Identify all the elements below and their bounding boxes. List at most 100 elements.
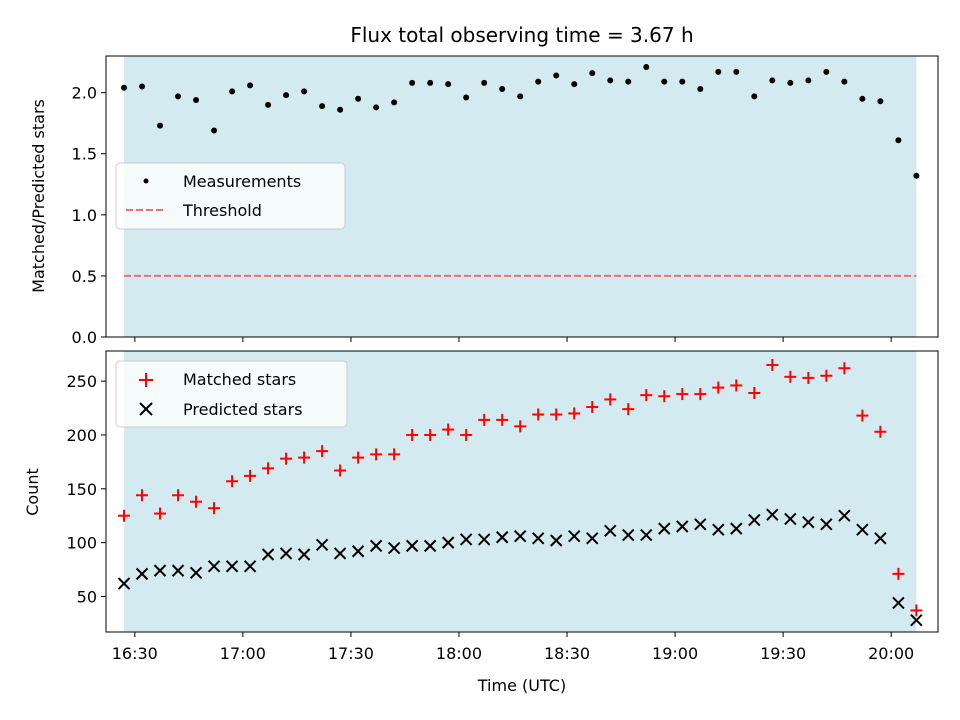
measurement-point — [625, 78, 632, 85]
measurement-point — [265, 101, 272, 108]
matched-stars-point — [388, 448, 401, 461]
y-tick-label: 2.0 — [72, 84, 97, 103]
measurement-point — [355, 95, 362, 102]
ratio-plot-frame — [105, 55, 939, 338]
legend-predicted-marker — [139, 402, 153, 416]
measurement-point — [247, 82, 254, 89]
matched-stars-point — [640, 389, 653, 402]
matched-stars-point — [838, 362, 851, 375]
measurement-point — [373, 104, 380, 111]
measurement-point — [769, 77, 776, 84]
measurement-point — [805, 77, 812, 84]
predicted-stars-point — [351, 545, 365, 558]
predicted-stars-point — [297, 548, 311, 561]
matched-stars-point — [262, 462, 275, 475]
measurement-point — [787, 79, 794, 86]
legend-measurements-label: Measurements — [183, 172, 301, 191]
legend-measurements-marker — [143, 178, 149, 184]
predicted-stars-point — [802, 515, 815, 529]
predicted-stars-point — [856, 523, 869, 536]
y-tick-label: 250 — [66, 372, 97, 391]
measurement-point — [481, 79, 488, 86]
matched-stars-point — [334, 464, 347, 477]
predicted-stars-point — [604, 524, 617, 538]
matched-stars-point — [514, 420, 527, 433]
predicted-stars-point — [207, 560, 221, 573]
measurement-point — [301, 88, 308, 95]
predicted-stars-point — [423, 539, 437, 553]
matched-stars-point — [226, 475, 239, 488]
predicted-stars-point — [712, 523, 725, 536]
matched-stars-point — [694, 388, 707, 401]
matched-stars-point — [748, 386, 761, 399]
predicted-stars-point — [477, 533, 491, 546]
predicted-stars-point — [694, 518, 707, 531]
matched-stars-point — [172, 489, 185, 502]
matched-stars-point — [424, 428, 437, 441]
x-tick-label: 16:30 — [112, 644, 158, 663]
predicted-stars-point — [658, 522, 671, 535]
matched-stars-point — [892, 567, 905, 580]
y-tick-label: 200 — [66, 426, 97, 445]
legend-threshold-label: Threshold — [182, 201, 262, 220]
matched-stars-point — [496, 413, 509, 426]
bottom-y-axis-label: Count — [23, 468, 42, 516]
matched-stars-point — [712, 381, 725, 394]
matched-stars-point — [910, 604, 923, 617]
measurement-point — [391, 99, 398, 106]
measurement-point — [409, 79, 416, 86]
measurement-point — [715, 68, 722, 75]
count-legend: Matched stars Predicted stars — [115, 360, 348, 428]
predicted-stars-point — [153, 564, 167, 577]
measurement-point — [571, 81, 578, 88]
measurement-point — [733, 68, 740, 75]
measurement-point — [157, 122, 164, 129]
y-tick-label: 0.5 — [72, 267, 97, 286]
matched-stars-point — [874, 425, 887, 438]
measurement-point — [175, 93, 182, 100]
measurement-point — [751, 93, 758, 100]
matched-stars-point — [280, 452, 293, 465]
measurement-point — [427, 79, 434, 86]
matched-stars-point — [550, 408, 563, 421]
predicted-stars-point — [171, 564, 185, 577]
top-y-axis-label: Matched/Predicted stars — [29, 99, 48, 293]
predicted-stars-point — [784, 512, 797, 526]
measurement-point — [859, 95, 866, 102]
matched-stars-point — [244, 469, 257, 482]
predicted-stars-point — [369, 539, 383, 553]
measurement-point — [643, 63, 650, 70]
matched-stars-point — [478, 413, 491, 426]
measurement-point — [913, 172, 920, 179]
count-panel: 50 100 150 200 250 16:30 17:00 17:30 18:00 18:30 1… — [66, 350, 939, 663]
predicted-stars-point — [279, 547, 293, 560]
measurement-point — [193, 96, 200, 103]
measurement-point — [841, 78, 848, 85]
matched-stars-point — [604, 393, 617, 406]
x-tick-label: 18:30 — [544, 644, 590, 663]
measurement-point — [895, 137, 902, 144]
x-tick-label: 19:30 — [760, 644, 806, 663]
ratio-legend-frame — [115, 162, 346, 230]
predicted-stars-point — [513, 529, 527, 543]
matched-stars-point — [622, 403, 635, 416]
measurement-point — [121, 84, 128, 91]
matched-stars-point — [298, 451, 311, 464]
predicted-stars-point — [874, 532, 887, 545]
measurement-point — [445, 81, 452, 88]
measurement-point — [823, 68, 830, 75]
y-tick-label: 50 — [77, 587, 97, 606]
legend-predicted-label: Predicted stars — [183, 400, 303, 419]
predicted-stars-point — [730, 522, 743, 535]
matched-stars-point — [208, 502, 221, 515]
predicted-stars-point — [333, 547, 347, 560]
predicted-stars-point — [892, 596, 905, 610]
count-plot-frame — [105, 350, 939, 633]
matched-stars-point — [460, 428, 473, 441]
measurement-point — [697, 85, 704, 92]
predicted-stars-point — [495, 531, 509, 544]
ratio-legend: Measurements Threshold — [115, 162, 346, 230]
predicted-stars-point — [550, 534, 563, 547]
measurement-point — [283, 92, 290, 99]
